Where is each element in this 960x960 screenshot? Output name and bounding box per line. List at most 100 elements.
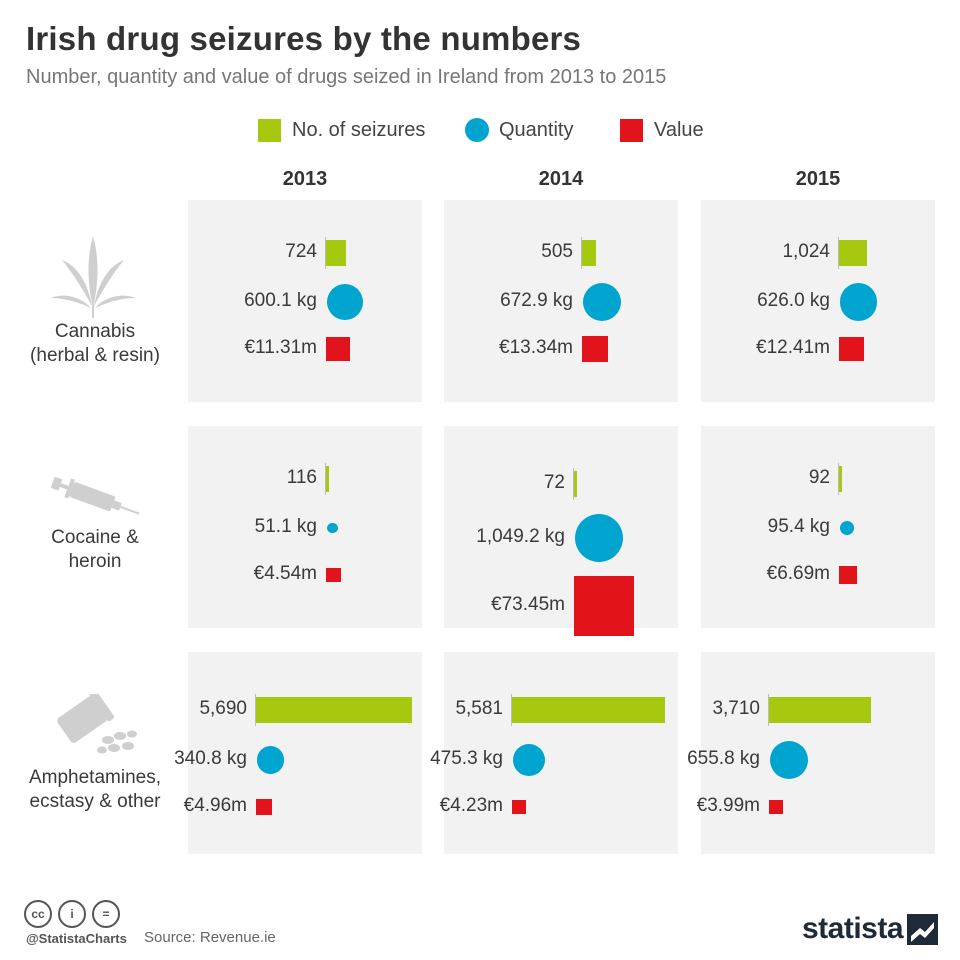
legend-swatch-value — [620, 119, 643, 142]
quantity-circle — [840, 520, 855, 536]
axis-line — [838, 237, 839, 269]
cannabis-leaf-icon — [50, 236, 136, 318]
value-square — [582, 336, 608, 362]
pill-bottle-icon — [57, 694, 137, 754]
panel-amphetamines-2015: 3,710 655.8 kg €3.99m — [687, 652, 935, 854]
value-square — [839, 336, 864, 362]
row-label-amphetamines-line2: ecstasy & other — [29, 791, 161, 812]
row-label-cocaine-line1: Cocaine & — [51, 527, 139, 548]
panel-cocaine-2015: 92 95.4 kg €6.69m — [701, 426, 935, 628]
quantity-label: 475.3 kg — [430, 748, 503, 769]
quantity-label: 1,049.2 kg — [476, 526, 565, 547]
row-label-cocaine-line2: heroin — [68, 551, 122, 572]
year-label-2013: 2013 — [282, 168, 328, 190]
value-label: €3.99m — [696, 795, 760, 816]
row-label-amphetamines: Amphetamines, ecstasy & other — [10, 766, 180, 814]
quantity-label: 340.8 kg — [174, 748, 247, 769]
seizures-label: 724 — [285, 241, 317, 262]
cc-icon: cc — [24, 900, 52, 928]
panel-amphetamines-2013: 5,690 340.8 kg €4.96m — [174, 652, 422, 854]
seizures-label: 116 — [286, 467, 317, 488]
quantity-label: 672.9 kg — [500, 290, 573, 311]
twitter-handle: @StatistaCharts — [26, 931, 127, 946]
value-square — [574, 576, 634, 636]
axis-line — [768, 694, 769, 726]
legend-swatch-quantity — [465, 118, 489, 142]
value-label: €6.69m — [766, 563, 830, 584]
seizures-bar — [326, 466, 330, 492]
chart-subtitle: Number, quantity and value of drugs seiz… — [26, 66, 667, 88]
quantity-circle — [257, 746, 285, 774]
panel-cannabis-2015: 1,024 626.0 kg €12.41m — [701, 200, 935, 402]
syringe-icon — [51, 476, 140, 515]
legend-label-seizures: No. of seizures — [292, 119, 426, 141]
seizures-bar — [326, 240, 346, 266]
quantity-circle — [327, 522, 338, 534]
quantity-circle — [327, 283, 364, 321]
seizures-bar — [574, 471, 577, 497]
value-label: €4.54m — [253, 563, 317, 584]
value-label: €12.41m — [756, 337, 830, 358]
row-label-cannabis-line2: (herbal & resin) — [30, 345, 160, 366]
panel-cannabis-2014: 505 672.9 kg €13.34m — [444, 200, 678, 402]
value-label: €73.45m — [491, 594, 565, 615]
legend-label-quantity: Quantity — [499, 119, 574, 141]
seizures-bar — [839, 240, 868, 266]
axis-line — [511, 694, 512, 726]
row-label-cannabis-line1: Cannabis — [54, 321, 136, 342]
quantity-circle — [575, 514, 623, 562]
statista-logo-text: statista — [802, 912, 904, 945]
source-note: Source: Revenue.ie — [144, 929, 276, 946]
seizures-label: 5,690 — [199, 698, 247, 719]
row-label-cannabis: Cannabis (herbal & resin) — [10, 320, 180, 368]
chart-title: Irish drug seizures by the numbers — [26, 20, 582, 57]
value-square — [326, 337, 350, 361]
seizures-bar — [769, 697, 871, 723]
value-square — [256, 799, 272, 815]
value-label: €4.96m — [183, 795, 247, 816]
seizures-bar — [839, 466, 842, 492]
row-label-cocaine: Cocaine & heroin — [10, 526, 180, 574]
axis-line — [581, 237, 582, 269]
quantity-circle — [583, 282, 622, 322]
axis-line — [573, 468, 574, 500]
quantity-circle — [770, 741, 808, 779]
quantity-label: 655.8 kg — [687, 748, 760, 769]
value-square — [769, 800, 783, 814]
panel-amphetamines-2014: 5,581 475.3 kg €4.23m — [430, 652, 678, 854]
value-label: €13.34m — [499, 337, 573, 358]
legend: No. of seizures Quantity Value — [0, 118, 960, 144]
seizures-bar — [582, 240, 596, 266]
attribution-icon: i — [58, 900, 86, 928]
panel-cocaine-2013: 116 51.1 kg €4.54m — [188, 426, 422, 628]
seizures-bar — [256, 697, 412, 723]
axis-line — [325, 463, 326, 495]
panel-cannabis-2013: 724 600.1 kg €11.31m — [188, 200, 422, 402]
quantity-label: 626.0 kg — [757, 290, 830, 311]
quantity-label: 51.1 kg — [254, 516, 317, 537]
axis-line — [325, 237, 326, 269]
quantity-label: 95.4 kg — [767, 516, 830, 537]
seizures-label: 92 — [808, 467, 830, 488]
year-label-2014: 2014 — [538, 168, 584, 190]
value-label: €4.23m — [439, 795, 503, 816]
quantity-circle — [513, 743, 546, 777]
seizures-label: 505 — [541, 241, 573, 262]
statista-mark-icon — [907, 914, 938, 945]
seizures-bar — [512, 697, 665, 723]
value-square — [839, 565, 858, 585]
value-label: €11.31m — [244, 337, 317, 358]
no-derivatives-icon: = — [92, 900, 120, 928]
seizures-label: 3,710 — [712, 698, 760, 719]
quantity-circle — [840, 283, 878, 321]
legend-swatch-seizures — [258, 119, 281, 142]
axis-line — [255, 694, 256, 726]
axis-line — [838, 463, 839, 495]
year-label-2015: 2015 — [795, 168, 841, 190]
legend-label-value: Value — [654, 119, 704, 141]
value-square — [512, 799, 527, 815]
seizures-label: 72 — [543, 472, 565, 493]
panel-cocaine-2014: 72 1,049.2 kg €73.45m — [444, 426, 678, 636]
row-label-amphetamines-line1: Amphetamines, — [28, 767, 161, 788]
